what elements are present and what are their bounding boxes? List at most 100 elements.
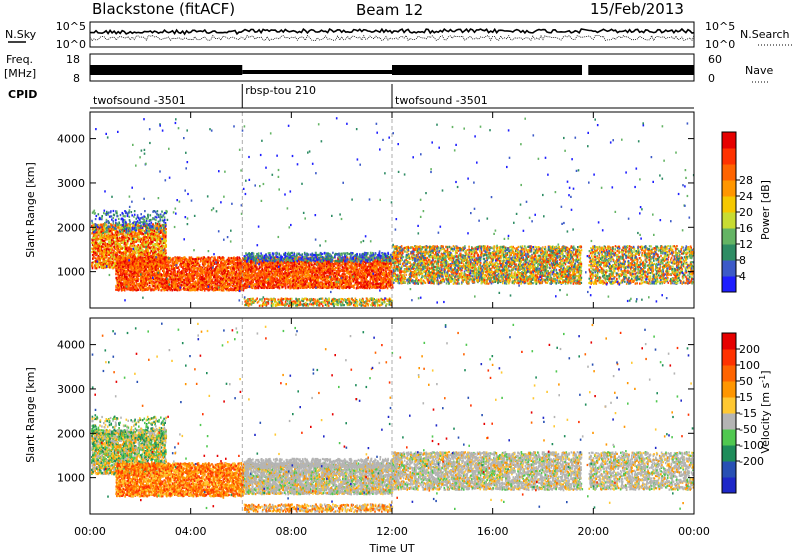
echo-pixel [157,210,159,212]
echo-pixel [149,237,151,239]
echo-pixel [164,224,166,226]
echo-pixel [200,282,202,284]
echo-pixel [91,242,93,244]
echo-pixel [160,215,162,217]
echo-pixel [150,239,152,241]
echo-pixel [138,217,140,219]
echo-pixel [122,224,124,226]
echo-pixel [163,221,165,223]
echo-pixel [154,238,156,240]
echo-pixel [180,284,182,286]
echo-pixel [209,257,211,259]
echo-pixel [91,220,93,222]
echo-pixel [162,219,164,221]
echo-pixel [137,244,139,246]
echo-pixel [127,215,129,217]
echo-pixel [147,252,149,254]
echo-pixel [95,252,97,254]
echo-pixel [143,251,145,253]
echo-pixel [163,289,165,291]
echo-pixel [145,249,147,251]
echo-pixel [106,248,108,250]
echo-pixel [122,230,124,232]
echo-pixel [144,258,146,260]
echo-pixel [118,274,120,276]
echo-pixel [141,245,143,247]
echo-pixel [151,255,153,257]
echo-pixel [93,211,95,213]
echo-pixel [223,286,225,288]
echo-pixel [114,252,116,254]
echo-pixel [123,252,125,254]
echo-pixel [121,241,123,243]
echo-pixel [97,253,99,255]
echo-pixel [115,232,117,234]
echo-pixel [208,262,210,264]
echo-pixel [121,236,123,238]
echo-pixel [135,252,137,254]
freq-right-tick-bottom: 0 [708,72,715,85]
echo-pixel [145,238,147,240]
echo-pixel [186,277,188,279]
echo-pixel [149,261,151,263]
echo-pixel [164,219,166,221]
echo-pixel [136,248,138,250]
echo-pixel [162,224,164,226]
echo-pixel [129,287,131,289]
echo-pixel [227,267,229,269]
echo-pixel [140,232,142,234]
echo-pixel [122,221,124,223]
echo-pixel [127,268,129,270]
echo-pixel [138,247,140,249]
echo-pixel [116,270,118,272]
echo-pixel [231,282,233,284]
echo-pixel [138,240,140,242]
echo-pixel [105,242,107,244]
echo-pixel [112,267,114,269]
echo-pixel [137,262,139,264]
echo-pixel [110,242,112,244]
echo-pixel [170,287,172,289]
echo-pixel [109,235,111,237]
echo-pixel [103,253,105,255]
echo-pixel [97,238,99,240]
echo-pixel [158,247,160,249]
echo-pixel [106,263,108,265]
echo-pixel [130,233,132,235]
echo-pixel [122,266,124,268]
echo-pixel [162,256,164,258]
echo-pixel [152,223,154,225]
echo-pixel [120,267,122,269]
echo-pixel [184,259,186,261]
echo-pixel [184,269,186,271]
echo-pixel [97,245,99,247]
freq-left-tick-top: 18 [66,53,80,66]
echo-pixel [93,254,95,256]
echo-pixel [210,261,212,263]
echo-pixel [99,243,101,245]
echo-pixel [158,231,160,233]
echo-pixel [230,263,232,265]
echo-pixel [126,228,128,230]
echo-pixel [102,235,104,237]
echo-pixel [94,237,96,239]
echo-pixel [166,265,168,267]
echo-pixel [115,285,117,287]
echo-pixel [142,253,144,255]
echo-pixel [153,274,155,276]
echo-pixel [178,276,180,278]
echo-pixel [118,218,120,220]
echo-pixel [133,269,135,271]
echo-pixel [135,229,137,231]
echo-pixel [115,289,117,291]
echo-pixel [200,288,202,290]
echo-pixel [99,217,101,219]
noise-right-tick-top: 10^5 [705,20,735,33]
echo-pixel [118,234,120,236]
echo-pixel [92,224,94,226]
echo-pixel [204,271,206,273]
echo-pixel [93,257,95,259]
echo-pixel [98,213,100,215]
echo-pixel [192,288,194,290]
echo-pixel [112,235,114,237]
